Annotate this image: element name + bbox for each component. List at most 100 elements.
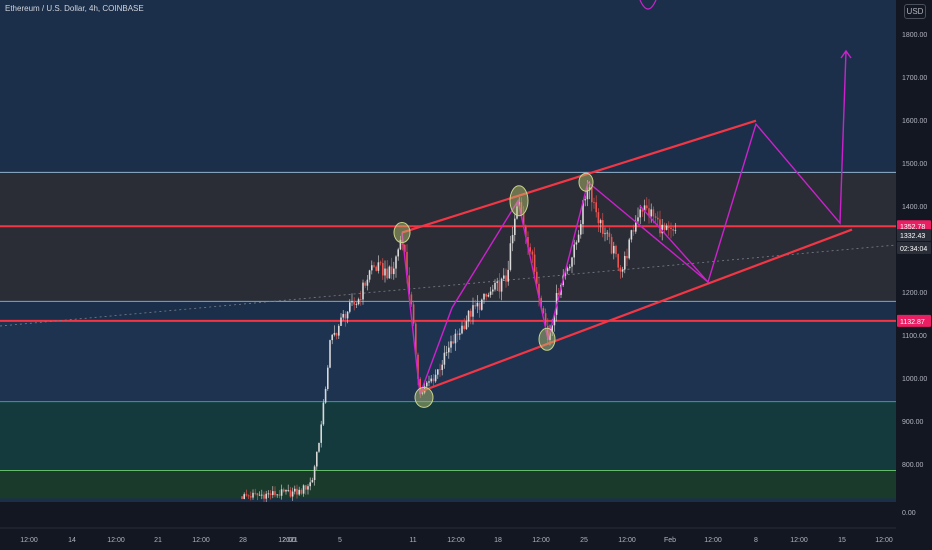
candle-body bbox=[278, 494, 281, 496]
candle-body bbox=[536, 271, 538, 284]
price-tick-label: 0.00 bbox=[902, 510, 916, 517]
candle-body bbox=[624, 255, 626, 270]
candle-body bbox=[571, 257, 573, 267]
pivots-layer bbox=[393, 172, 594, 408]
candle-body bbox=[452, 341, 454, 344]
candle-body bbox=[551, 325, 553, 333]
candle-body bbox=[443, 352, 446, 365]
candle-body bbox=[408, 275, 410, 295]
candle-body bbox=[247, 495, 250, 497]
time-tick-label: 12:00 bbox=[790, 537, 808, 544]
candle-body bbox=[384, 268, 386, 276]
candle-body bbox=[481, 299, 483, 310]
candle-body bbox=[542, 308, 545, 314]
candle-body bbox=[430, 378, 432, 382]
price-label-tag bbox=[897, 241, 931, 254]
candle-body bbox=[641, 209, 644, 212]
candle-body bbox=[316, 451, 318, 467]
candle-body bbox=[547, 325, 549, 340]
candle-body bbox=[503, 275, 505, 279]
candle-body bbox=[533, 254, 536, 272]
candle-body bbox=[520, 202, 523, 214]
candle-body bbox=[558, 292, 560, 295]
time-tick-label: 28 bbox=[239, 537, 247, 544]
pivot-marker bbox=[414, 386, 434, 408]
price-tick-label: 1200.00 bbox=[902, 290, 927, 297]
candle-body bbox=[485, 293, 487, 297]
pivot-marker bbox=[393, 222, 411, 244]
channel-lower-line bbox=[419, 228, 853, 393]
time-tick-label: 8 bbox=[754, 537, 758, 544]
candle-body bbox=[613, 245, 615, 254]
candle-body bbox=[417, 354, 419, 379]
price-zone bbox=[0, 172, 896, 302]
time-tick-label: 12:00 bbox=[618, 537, 636, 544]
candle-body bbox=[487, 294, 490, 297]
price-axis: 1800.001700.001600.001500.001400.001300.… bbox=[902, 32, 927, 517]
candle-body bbox=[283, 489, 285, 492]
candle-body bbox=[410, 294, 413, 305]
candle-body bbox=[300, 489, 303, 494]
candle-body bbox=[648, 208, 650, 217]
candle-body bbox=[241, 496, 243, 499]
candle-body bbox=[478, 302, 481, 310]
candle-body bbox=[483, 293, 485, 300]
pivot-marker bbox=[578, 172, 594, 192]
symbol-title: Ethereum / U.S. Dollar, 4h, COINBASE bbox=[5, 4, 144, 13]
candle-body bbox=[335, 332, 338, 336]
candle-body bbox=[322, 402, 325, 425]
candle-body bbox=[441, 364, 443, 370]
candle-body bbox=[628, 239, 630, 259]
candle-body bbox=[617, 254, 619, 268]
price-tick-label: 1500.00 bbox=[902, 161, 927, 168]
candle-body bbox=[509, 243, 512, 270]
candle-body bbox=[406, 251, 408, 276]
candle-body bbox=[399, 239, 402, 250]
price-tick-label: 1600.00 bbox=[902, 118, 927, 125]
candle-body bbox=[621, 269, 624, 272]
candle-body bbox=[639, 209, 641, 218]
candle-body bbox=[650, 209, 652, 217]
price-tick-label: 800.00 bbox=[902, 462, 924, 469]
price-tick-label: 1800.00 bbox=[902, 32, 927, 39]
candle-body bbox=[514, 218, 516, 236]
candle-body bbox=[569, 266, 571, 269]
candle-body bbox=[428, 381, 430, 383]
candle-body bbox=[663, 224, 666, 230]
time-tick-label: 12:00 bbox=[704, 537, 722, 544]
candle-body bbox=[346, 311, 349, 319]
candle-body bbox=[289, 489, 292, 497]
zones-layer bbox=[0, 172, 896, 499]
candle-body bbox=[646, 205, 648, 209]
candle-body bbox=[256, 493, 259, 496]
candle-body bbox=[626, 255, 628, 259]
candle-body bbox=[659, 219, 661, 234]
candle-body bbox=[439, 369, 441, 371]
candle-body bbox=[476, 302, 479, 307]
time-tick-label: 2021 bbox=[282, 537, 298, 544]
candle-body bbox=[364, 282, 366, 286]
time-axis-background bbox=[0, 502, 932, 550]
time-tick-label: 12:00 bbox=[278, 537, 296, 544]
candle-body bbox=[604, 233, 606, 235]
candle-body bbox=[657, 217, 659, 220]
price-tick-label: 900.00 bbox=[902, 419, 924, 426]
candle-body bbox=[318, 442, 320, 452]
currency-badge[interactable]: USD bbox=[904, 4, 926, 19]
candle-body bbox=[252, 492, 254, 498]
candle-body bbox=[338, 325, 340, 336]
candle-body bbox=[582, 200, 584, 225]
time-tick-label: 5 bbox=[338, 537, 342, 544]
candle-body bbox=[467, 310, 470, 322]
pivot-marker bbox=[538, 327, 556, 351]
candle-body bbox=[595, 202, 597, 213]
candle-body bbox=[291, 491, 294, 497]
candle-body bbox=[373, 265, 375, 267]
price-label-text: 02:34:04 bbox=[900, 246, 927, 253]
time-tick-label: 11 bbox=[409, 537, 416, 544]
candle-body bbox=[357, 299, 360, 305]
candle-body bbox=[553, 314, 556, 326]
candle-body bbox=[608, 232, 611, 237]
candle-body bbox=[668, 225, 670, 228]
